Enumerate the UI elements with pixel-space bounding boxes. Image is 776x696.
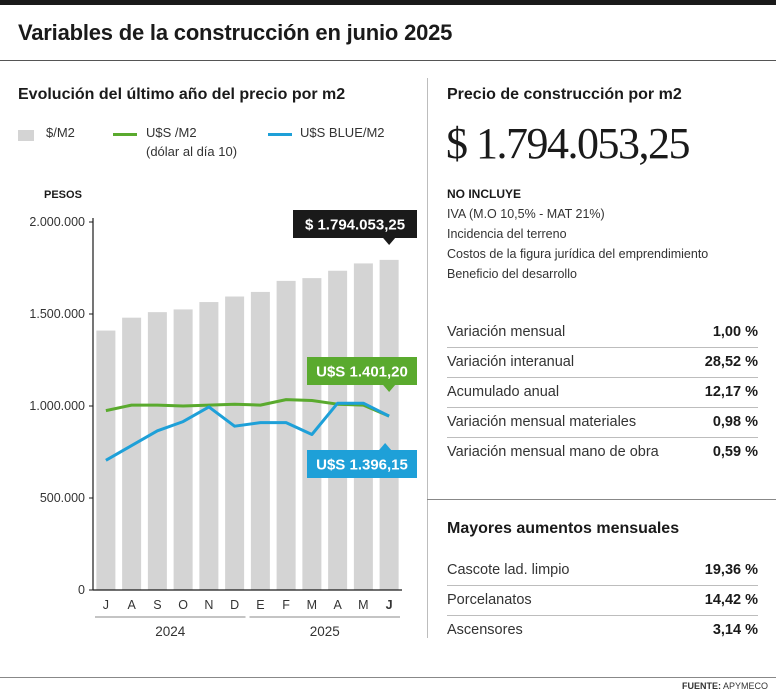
x-tick-label: D bbox=[230, 598, 239, 612]
callout-usd-box bbox=[307, 357, 417, 385]
bar bbox=[147, 312, 167, 590]
callout-peso-pointer bbox=[383, 238, 396, 245]
variation-value: 0,98 % bbox=[712, 414, 758, 430]
variation-row: Variación mensual materiales 0,98 % bbox=[447, 408, 758, 438]
source-credit: FUENTE: APYMECO bbox=[682, 681, 768, 691]
y-tick-label: 1.500.000 bbox=[29, 307, 85, 321]
top-rule bbox=[0, 0, 776, 5]
callout-peso: $ 1.794.053,25 bbox=[305, 217, 405, 234]
y-tick-label: 1.000.000 bbox=[29, 399, 85, 413]
bar bbox=[96, 330, 116, 590]
callout-usd-blue: U$S 1.396,15 bbox=[316, 457, 408, 474]
page-title: Variables de la construcción en junio 20… bbox=[18, 20, 453, 45]
legend-swatch-blue bbox=[268, 133, 292, 136]
year-group-label: 2025 bbox=[310, 624, 340, 639]
y-tick-label: 500.000 bbox=[40, 491, 85, 505]
bar bbox=[173, 309, 193, 590]
mayores-divider bbox=[427, 499, 776, 500]
x-tick-label: F bbox=[282, 598, 290, 612]
bar bbox=[328, 270, 348, 590]
callout-usd-pointer bbox=[383, 385, 396, 392]
callout-usd-blue-pointer bbox=[379, 443, 392, 450]
y-tick-label: 0 bbox=[78, 583, 85, 597]
x-tick-label: M bbox=[358, 598, 368, 612]
mayores-row: Ascensores 3,14 % bbox=[447, 616, 758, 645]
variation-value: 12,17 % bbox=[704, 384, 758, 400]
no-incluye-item: Costos de la figura jurídica del emprend… bbox=[447, 247, 709, 261]
y-tick-label: 2.000.000 bbox=[29, 215, 85, 229]
x-tick-label: J bbox=[386, 598, 393, 612]
bar bbox=[379, 259, 399, 590]
source-label: FUENTE: bbox=[681, 681, 721, 691]
legend-swatch-green bbox=[113, 133, 137, 136]
x-tick-label: S bbox=[153, 598, 161, 612]
callout-usd: U$S 1.401,20 bbox=[316, 364, 408, 381]
x-tick-label: A bbox=[333, 598, 342, 612]
bar bbox=[353, 263, 373, 590]
mayores-value: 19,36 % bbox=[704, 562, 758, 578]
no-incluye-item: IVA (M.O 10,5% - MAT 21%) bbox=[447, 207, 605, 221]
x-tick-label: O bbox=[178, 598, 188, 612]
variation-value: 1,00 % bbox=[712, 324, 758, 340]
x-tick-label: N bbox=[204, 598, 213, 612]
legend-label-blue: U$S BLUE/M2 bbox=[300, 125, 385, 140]
x-tick-label: M bbox=[307, 598, 317, 612]
series-line-usd-blue bbox=[105, 401, 390, 462]
variation-label: Variación interanual bbox=[447, 354, 575, 370]
variation-value: 0,59 % bbox=[712, 444, 758, 460]
x-tick-label: J bbox=[103, 598, 109, 612]
no-incluye-item: Incidencia del terreno bbox=[447, 227, 567, 241]
chart-subtitle: Evolución del último año del precio por … bbox=[18, 86, 346, 103]
y-axis-title: PESOS bbox=[44, 189, 82, 201]
chart-legend: $/M2 U$S /M2 (dólar al día 10) U$S BLUE/… bbox=[18, 125, 428, 165]
mayores-label: Porcelanatos bbox=[447, 592, 532, 608]
variation-row: Variación mensual mano de obra 0,59 % bbox=[447, 438, 758, 467]
mayores-row: Cascote lad. limpio 19,36 % bbox=[447, 556, 758, 586]
mayores-value: 3,14 % bbox=[712, 622, 758, 638]
mayores-label: Cascote lad. limpio bbox=[447, 562, 570, 578]
variation-label: Acumulado anual bbox=[447, 384, 560, 400]
footer-divider bbox=[0, 677, 776, 678]
mayores-title: Mayores aumentos mensuales bbox=[447, 520, 680, 537]
legend-label-green: U$S /M2 bbox=[146, 125, 197, 140]
x-tick-label: A bbox=[127, 598, 136, 612]
variation-row: Variación mensual 1,00 % bbox=[447, 318, 758, 348]
bar bbox=[250, 291, 270, 590]
mayores-row: Porcelanatos 14,42 % bbox=[447, 586, 758, 616]
no-incluye-item: Beneficio del desarrollo bbox=[447, 267, 577, 281]
bar bbox=[276, 280, 296, 590]
variation-label: Variación mensual bbox=[447, 324, 566, 340]
x-tick-label: E bbox=[256, 598, 264, 612]
mayores-label: Ascensores bbox=[447, 622, 523, 638]
title-divider bbox=[0, 60, 776, 61]
no-incluye-title: NO INCLUYE bbox=[447, 187, 522, 201]
price-subtitle: Precio de construcción por m2 bbox=[447, 86, 682, 103]
mayores-value: 14,42 % bbox=[704, 592, 758, 608]
bar bbox=[225, 296, 245, 590]
legend-label-bar: $/M2 bbox=[46, 125, 75, 140]
variation-value: 28,52 % bbox=[704, 354, 758, 370]
bar bbox=[199, 302, 219, 590]
variation-label: Variación mensual mano de obra bbox=[447, 444, 659, 460]
variation-row: Variación interanual 28,52 % bbox=[447, 348, 758, 378]
callout-usd-blue-box bbox=[307, 450, 417, 478]
legend-swatch-bar bbox=[18, 130, 34, 141]
bar bbox=[122, 317, 142, 590]
callout-peso-box bbox=[293, 210, 417, 238]
variation-label: Variación mensual materiales bbox=[447, 414, 637, 430]
source-value: APYMECO bbox=[722, 681, 768, 691]
variation-row: Acumulado anual 12,17 % bbox=[447, 378, 758, 408]
column-divider bbox=[427, 78, 428, 638]
year-group-label: 2024 bbox=[155, 624, 186, 639]
price-chart: PESOS 0 500.000 1.000.000 1.500.000 2.000.000… bbox=[29, 189, 417, 639]
price-main: $ 1.794.053,25 bbox=[446, 119, 691, 168]
legend-sublabel-green: (dólar al día 10) bbox=[146, 144, 238, 159]
